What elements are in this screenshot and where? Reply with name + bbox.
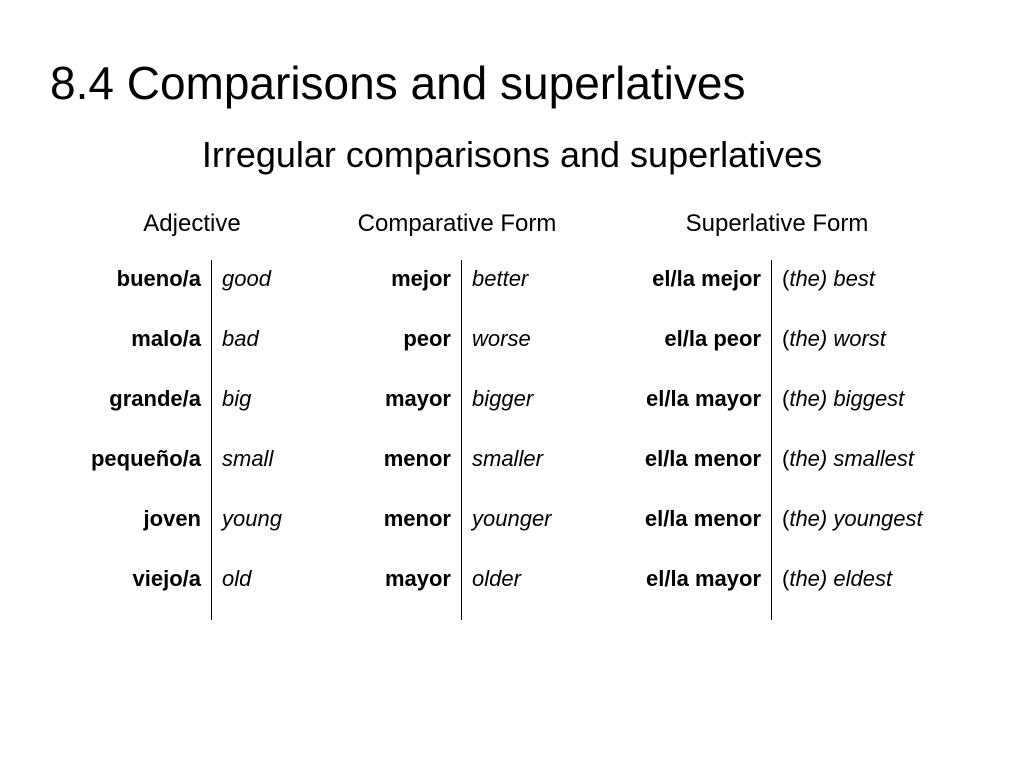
page-title: 8.4 Comparisons and superlatives <box>50 56 984 110</box>
column-adjective: Adjective bueno/agoodmalo/abadgrande/abi… <box>82 210 302 620</box>
table-row: el/la mayor(the) eldest <box>612 560 942 620</box>
page-subtitle: Irregular comparisons and superlatives <box>40 134 984 176</box>
comparative-es: mayor <box>342 380 462 440</box>
superlative-en: (the) eldest <box>772 560 942 620</box>
superlative-es: el/la peor <box>612 320 772 380</box>
table-row: el/la mayor(the) biggest <box>612 380 942 440</box>
adjective-es: grande/a <box>82 380 212 440</box>
table-row: mayorbigger <box>342 380 572 440</box>
table-row: el/la mejor(the) best <box>612 260 942 320</box>
superlative-en: (the) best <box>772 260 942 320</box>
adjective-es: viejo/a <box>82 560 212 620</box>
comparative-en: better <box>462 260 572 320</box>
column-comparative: Comparative Form mejorbetterpeorworsemay… <box>342 210 572 620</box>
comparative-es: mejor <box>342 260 462 320</box>
table-row: viejo/aold <box>82 560 302 620</box>
table-row: menorsmaller <box>342 440 572 500</box>
superlative-en: (the) biggest <box>772 380 942 440</box>
table-row: peorworse <box>342 320 572 380</box>
table-row: bueno/agood <box>82 260 302 320</box>
superlative-en: (the) worst <box>772 320 942 380</box>
comparative-en: bigger <box>462 380 572 440</box>
adjective-es: bueno/a <box>82 260 212 320</box>
superlative-es: el/la menor <box>612 500 772 560</box>
comparative-es: menor <box>342 440 462 500</box>
superlative-en: (the) youngest <box>772 500 942 560</box>
column-superlative: Superlative Form el/la mejor(the) bestel… <box>612 210 942 620</box>
comparative-es: mayor <box>342 560 462 620</box>
column-header-adjective: Adjective <box>82 210 302 238</box>
table-row: malo/abad <box>82 320 302 380</box>
table-row: grande/abig <box>82 380 302 440</box>
adjective-es: malo/a <box>82 320 212 380</box>
comparative-en: smaller <box>462 440 572 500</box>
adjective-en: good <box>212 260 302 320</box>
table-row: menoryounger <box>342 500 572 560</box>
comparative-es: peor <box>342 320 462 380</box>
comparative-en: worse <box>462 320 572 380</box>
comparative-en: younger <box>462 500 572 560</box>
adjective-es: joven <box>82 500 212 560</box>
comparative-en: older <box>462 560 572 620</box>
table-row: pequeño/asmall <box>82 440 302 500</box>
superlative-es: el/la mejor <box>612 260 772 320</box>
table-row: mejorbetter <box>342 260 572 320</box>
comparison-table: Adjective bueno/agoodmalo/abadgrande/abi… <box>40 210 984 620</box>
table-row: el/la menor(the) youngest <box>612 500 942 560</box>
adjective-en: young <box>212 500 302 560</box>
adjective-en: bad <box>212 320 302 380</box>
adjective-en: old <box>212 560 302 620</box>
table-row: el/la menor(the) smallest <box>612 440 942 500</box>
adjective-es: pequeño/a <box>82 440 212 500</box>
column-header-comparative: Comparative Form <box>342 210 572 238</box>
superlative-es: el/la mayor <box>612 380 772 440</box>
superlative-en: (the) smallest <box>772 440 942 500</box>
table-row: jovenyoung <box>82 500 302 560</box>
comparative-es: menor <box>342 500 462 560</box>
column-header-superlative: Superlative Form <box>612 210 942 238</box>
table-row: el/la peor(the) worst <box>612 320 942 380</box>
superlative-es: el/la menor <box>612 440 772 500</box>
superlative-es: el/la mayor <box>612 560 772 620</box>
adjective-en: small <box>212 440 302 500</box>
table-row: mayorolder <box>342 560 572 620</box>
adjective-en: big <box>212 380 302 440</box>
